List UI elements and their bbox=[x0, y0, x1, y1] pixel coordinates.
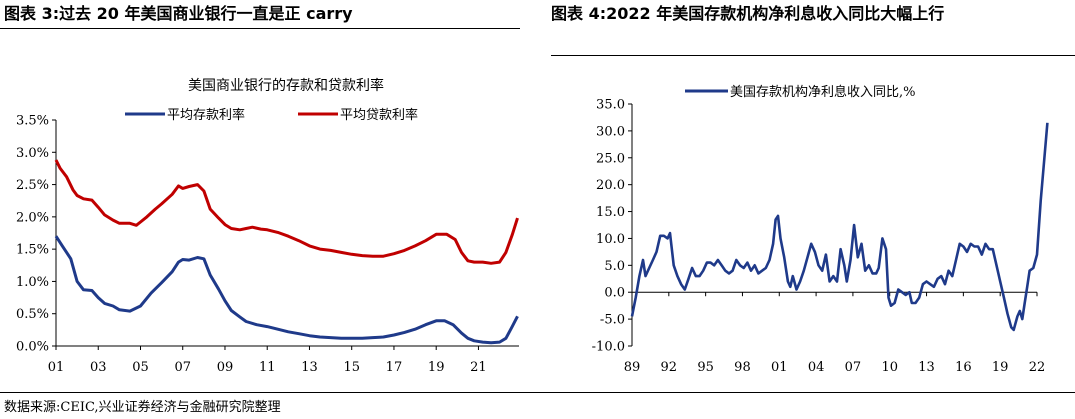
figure-3-title: 图表 3:过去 20 年美国商业银行一直是正 carry bbox=[4, 4, 353, 23]
y-tick-label: 35.0 bbox=[596, 98, 625, 113]
y-tick-label: -5.0 bbox=[600, 313, 625, 328]
y-tick-label: 3.0% bbox=[16, 146, 49, 161]
x-tick-label: 98 bbox=[734, 360, 751, 375]
figure-4-title: 图表 4:2022 年美国存款机构净利息收入同比大幅上行 bbox=[551, 4, 945, 23]
deposit-loan-rate-chart: 美国商业银行的存款和贷款利率 平均存款利率 平均贷款利率 0.0% 0.5% 1.0… bbox=[16, 77, 519, 375]
y-tick-label: 20.0 bbox=[596, 178, 625, 193]
x-tick-label: 95 bbox=[697, 360, 714, 375]
source-note: 数据来源:CEIC,兴业证券经济与金融研究院整理 bbox=[4, 400, 281, 415]
plot-area bbox=[54, 159, 519, 345]
legend: 美国存款机构净利息收入同比,% bbox=[685, 84, 916, 100]
chart-title: 美国商业银行的存款和贷款利率 bbox=[188, 77, 384, 94]
title-underline-left bbox=[0, 28, 520, 29]
x-tick-label: 13 bbox=[918, 360, 935, 375]
series-line-0 bbox=[54, 235, 519, 345]
x-tick-label: 07 bbox=[845, 360, 862, 375]
y-tick-label: 25.0 bbox=[596, 151, 625, 166]
y-tick-label: 10.0 bbox=[596, 232, 625, 247]
x-tick-label: 15 bbox=[343, 360, 360, 375]
footer-rule bbox=[0, 392, 1075, 393]
x-tick-label: 01 bbox=[48, 360, 65, 375]
x-tick-label: 16 bbox=[955, 360, 972, 375]
x-tick-label: 11 bbox=[259, 360, 276, 375]
legend-label-nii: 美国存款机构净利息收入同比,% bbox=[730, 84, 916, 100]
x-tick-label: 89 bbox=[624, 360, 641, 375]
legend-label-loan: 平均贷款利率 bbox=[340, 107, 418, 123]
y-tick-label: 0.0% bbox=[16, 340, 49, 355]
y-tick-label: 1.5% bbox=[16, 243, 49, 258]
x-tick-label: 05 bbox=[132, 360, 149, 375]
y-tick-label: 1.0% bbox=[16, 275, 49, 290]
series-line-0 bbox=[630, 122, 1049, 332]
y-tick-label: 5.0 bbox=[604, 259, 625, 274]
x-tick-label: 10 bbox=[881, 360, 898, 375]
y-tick-label: 3.5% bbox=[16, 114, 49, 129]
x-tick-label: 03 bbox=[90, 360, 107, 375]
axes: -10.0 -5.0 0.0 5.0 10.0 15.0 20.0 25.0 30.0 35.0 8… bbox=[592, 98, 1046, 376]
series-line-1 bbox=[54, 159, 519, 265]
x-tick-label: 19 bbox=[428, 360, 445, 375]
x-tick-label: 17 bbox=[386, 360, 403, 375]
y-tick-label: 15.0 bbox=[596, 205, 625, 220]
title-underline-right bbox=[551, 55, 1075, 56]
y-tick-label: -10.0 bbox=[592, 340, 625, 355]
x-tick-label: 04 bbox=[808, 360, 825, 375]
x-tick-label: 07 bbox=[174, 360, 191, 375]
y-tick-label: 0.5% bbox=[16, 307, 49, 322]
x-tick-label: 22 bbox=[1029, 360, 1046, 375]
x-tick-label: 13 bbox=[301, 360, 318, 375]
legend: 平均存款利率 平均贷款利率 bbox=[125, 107, 418, 123]
y-tick-label: 30.0 bbox=[596, 124, 625, 139]
x-tick-label: 01 bbox=[771, 360, 788, 375]
y-tick-label: 0.0 bbox=[604, 286, 625, 301]
x-tick-label: 21 bbox=[470, 360, 487, 375]
x-tick-label: 19 bbox=[992, 360, 1009, 375]
plot-area bbox=[630, 122, 1049, 332]
net-interest-income-yoy-chart: 美国存款机构净利息收入同比,% -10.0 -5.0 0.0 5.0 10.0 15.0 2… bbox=[592, 84, 1049, 376]
axes: 0.0% 0.5% 1.0% 1.5% 2.0% 2.5% 3.0% 3.5% 01 03 05 07… bbox=[16, 114, 519, 375]
y-tick-label: 2.0% bbox=[16, 210, 49, 225]
legend-label-deposit: 平均存款利率 bbox=[167, 107, 245, 123]
x-tick-label: 09 bbox=[217, 360, 234, 375]
y-tick-label: 2.5% bbox=[16, 178, 49, 193]
x-tick-label: 92 bbox=[661, 360, 678, 375]
